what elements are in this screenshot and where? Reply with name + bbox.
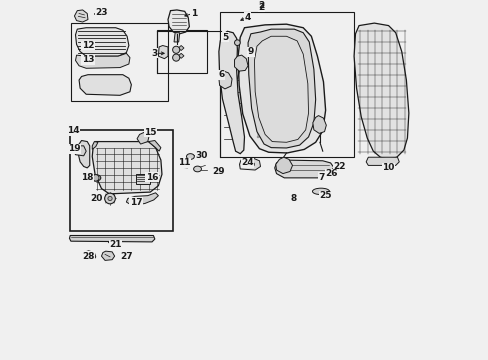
- Polygon shape: [75, 53, 130, 68]
- Text: 27: 27: [120, 252, 132, 261]
- Text: 30: 30: [195, 151, 207, 160]
- Polygon shape: [353, 23, 408, 159]
- Polygon shape: [177, 160, 190, 168]
- Text: 3: 3: [151, 49, 158, 58]
- Text: 11: 11: [178, 158, 190, 167]
- Text: 18: 18: [81, 173, 93, 182]
- Polygon shape: [312, 116, 325, 134]
- Circle shape: [241, 162, 245, 166]
- Text: 29: 29: [212, 167, 225, 176]
- Text: 20: 20: [90, 194, 103, 203]
- Circle shape: [104, 193, 115, 204]
- Text: 21: 21: [109, 240, 122, 249]
- Polygon shape: [238, 24, 325, 153]
- Text: 14: 14: [66, 126, 79, 135]
- Text: 28: 28: [82, 252, 95, 261]
- Polygon shape: [75, 28, 129, 56]
- Polygon shape: [158, 45, 168, 59]
- Bar: [219, 13, 353, 157]
- Text: 5: 5: [222, 33, 227, 42]
- Polygon shape: [247, 29, 315, 148]
- Polygon shape: [74, 10, 88, 22]
- Text: 15: 15: [143, 128, 156, 137]
- Polygon shape: [239, 158, 260, 170]
- Polygon shape: [234, 55, 247, 71]
- Polygon shape: [137, 132, 149, 144]
- Text: 6: 6: [218, 70, 224, 79]
- Polygon shape: [178, 45, 183, 50]
- Circle shape: [172, 54, 180, 61]
- Polygon shape: [274, 160, 333, 178]
- Text: 24: 24: [241, 158, 253, 167]
- Circle shape: [234, 40, 240, 45]
- Circle shape: [172, 46, 180, 53]
- Text: 12: 12: [81, 41, 94, 50]
- Ellipse shape: [193, 166, 201, 172]
- Polygon shape: [219, 71, 232, 89]
- Text: 2: 2: [258, 1, 264, 10]
- Polygon shape: [174, 33, 180, 42]
- Polygon shape: [82, 251, 96, 260]
- Polygon shape: [102, 251, 114, 260]
- Bar: [156, 30, 207, 73]
- Text: 23: 23: [95, 8, 107, 17]
- Bar: [322, 174, 330, 178]
- Text: 26: 26: [325, 169, 337, 178]
- Polygon shape: [74, 146, 86, 156]
- Ellipse shape: [91, 175, 101, 181]
- Polygon shape: [92, 141, 98, 149]
- Text: 9: 9: [247, 47, 254, 56]
- Text: 4: 4: [244, 13, 250, 22]
- Text: 22: 22: [333, 162, 346, 171]
- Text: 2: 2: [258, 3, 264, 12]
- Polygon shape: [366, 157, 398, 165]
- Text: 16: 16: [145, 173, 158, 182]
- Polygon shape: [79, 75, 131, 95]
- Circle shape: [245, 162, 250, 166]
- Text: 1: 1: [190, 9, 197, 18]
- Circle shape: [92, 175, 99, 181]
- Text: 25: 25: [319, 191, 331, 200]
- Text: 10: 10: [382, 163, 394, 172]
- Polygon shape: [69, 235, 155, 242]
- Text: 13: 13: [81, 55, 94, 64]
- Bar: [71, 23, 168, 102]
- Ellipse shape: [312, 188, 329, 195]
- Polygon shape: [92, 141, 162, 194]
- Text: 17: 17: [129, 198, 142, 207]
- Polygon shape: [178, 53, 183, 58]
- Text: 7: 7: [318, 173, 325, 182]
- Text: 8: 8: [290, 194, 296, 203]
- Text: 19: 19: [68, 144, 81, 153]
- Polygon shape: [219, 31, 244, 154]
- Polygon shape: [254, 36, 308, 142]
- Bar: [70, 130, 172, 231]
- Polygon shape: [275, 157, 292, 174]
- Bar: [136, 174, 150, 184]
- Polygon shape: [78, 140, 90, 168]
- Polygon shape: [126, 193, 158, 206]
- Circle shape: [108, 196, 112, 201]
- Polygon shape: [168, 10, 189, 34]
- Polygon shape: [148, 140, 161, 151]
- Circle shape: [250, 162, 254, 166]
- Ellipse shape: [186, 154, 194, 159]
